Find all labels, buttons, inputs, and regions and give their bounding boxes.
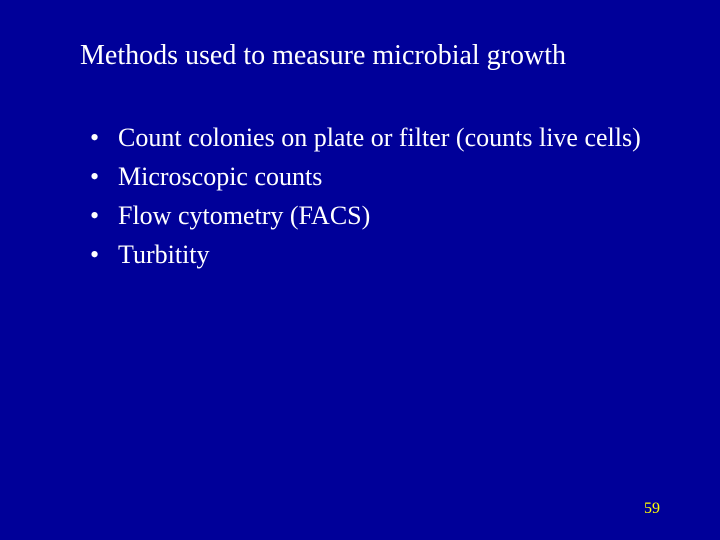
bullet-item: Flow cytometry (FACS) <box>90 198 650 233</box>
bullet-item: Count colonies on plate or filter (count… <box>90 120 650 155</box>
bullet-item: Turbitity <box>90 237 650 272</box>
bullet-item: Microscopic counts <box>90 159 650 194</box>
slide-container: Methods used to measure microbial growth… <box>0 0 720 540</box>
bullet-list: Count colonies on plate or filter (count… <box>70 120 650 272</box>
slide-title: Methods used to measure microbial growth <box>80 40 650 72</box>
page-number: 59 <box>644 500 660 518</box>
